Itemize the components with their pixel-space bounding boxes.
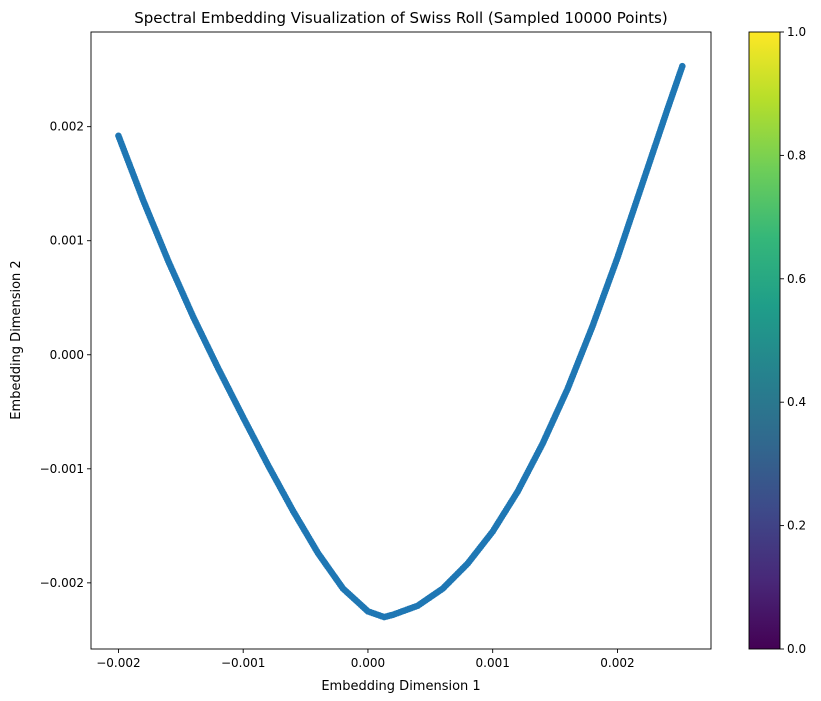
colorbar-ticks: 0.0 0.2 0.4 0.6 0.8 1.0 (780, 25, 806, 656)
x-tick-label: 0.001 (476, 656, 510, 670)
x-tick-label: 0.000 (351, 656, 385, 670)
x-tick-label: −0.001 (221, 656, 265, 670)
x-tick-label: −0.002 (96, 656, 140, 670)
y-axis-label: Embedding Dimension 2 (9, 260, 24, 419)
y-tick-label: −0.002 (40, 576, 84, 590)
colorbar-tick-label: 0.6 (787, 272, 806, 286)
x-axis-label: Embedding Dimension 1 (321, 679, 480, 694)
axes-frame (90, 31, 712, 650)
x-tick-label: 0.002 (600, 656, 634, 670)
data-point (679, 62, 686, 70)
colorbar-tick-label: 0.0 (787, 642, 806, 656)
colorbar-tick-label: 0.2 (787, 519, 806, 533)
data-points (115, 62, 686, 621)
y-tick-label: −0.001 (40, 462, 84, 476)
plot-area: −0.002 −0.001 0.000 0.001 0.002 −0.002 −0.001… (40, 31, 712, 670)
y-axis-ticks: −0.002 −0.001 0.000 0.001 0.002 (40, 120, 91, 590)
x-axis-ticks: −0.002 −0.001 0.000 0.001 0.002 (96, 649, 635, 670)
colorbar-tick-label: 0.4 (787, 395, 806, 409)
colorbar-gradient (748, 31, 781, 650)
chart-title: Spectral Embedding Visualization of Swis… (134, 9, 667, 27)
colorbar-tick-label: 0.8 (787, 148, 806, 162)
y-tick-label: 0.002 (50, 120, 84, 134)
y-tick-label: 0.001 (50, 234, 84, 248)
colorbar: 0.0 0.2 0.4 0.6 0.8 1.0 (748, 25, 806, 656)
y-tick-label: 0.000 (50, 348, 84, 362)
colorbar-tick-label: 1.0 (787, 25, 806, 39)
